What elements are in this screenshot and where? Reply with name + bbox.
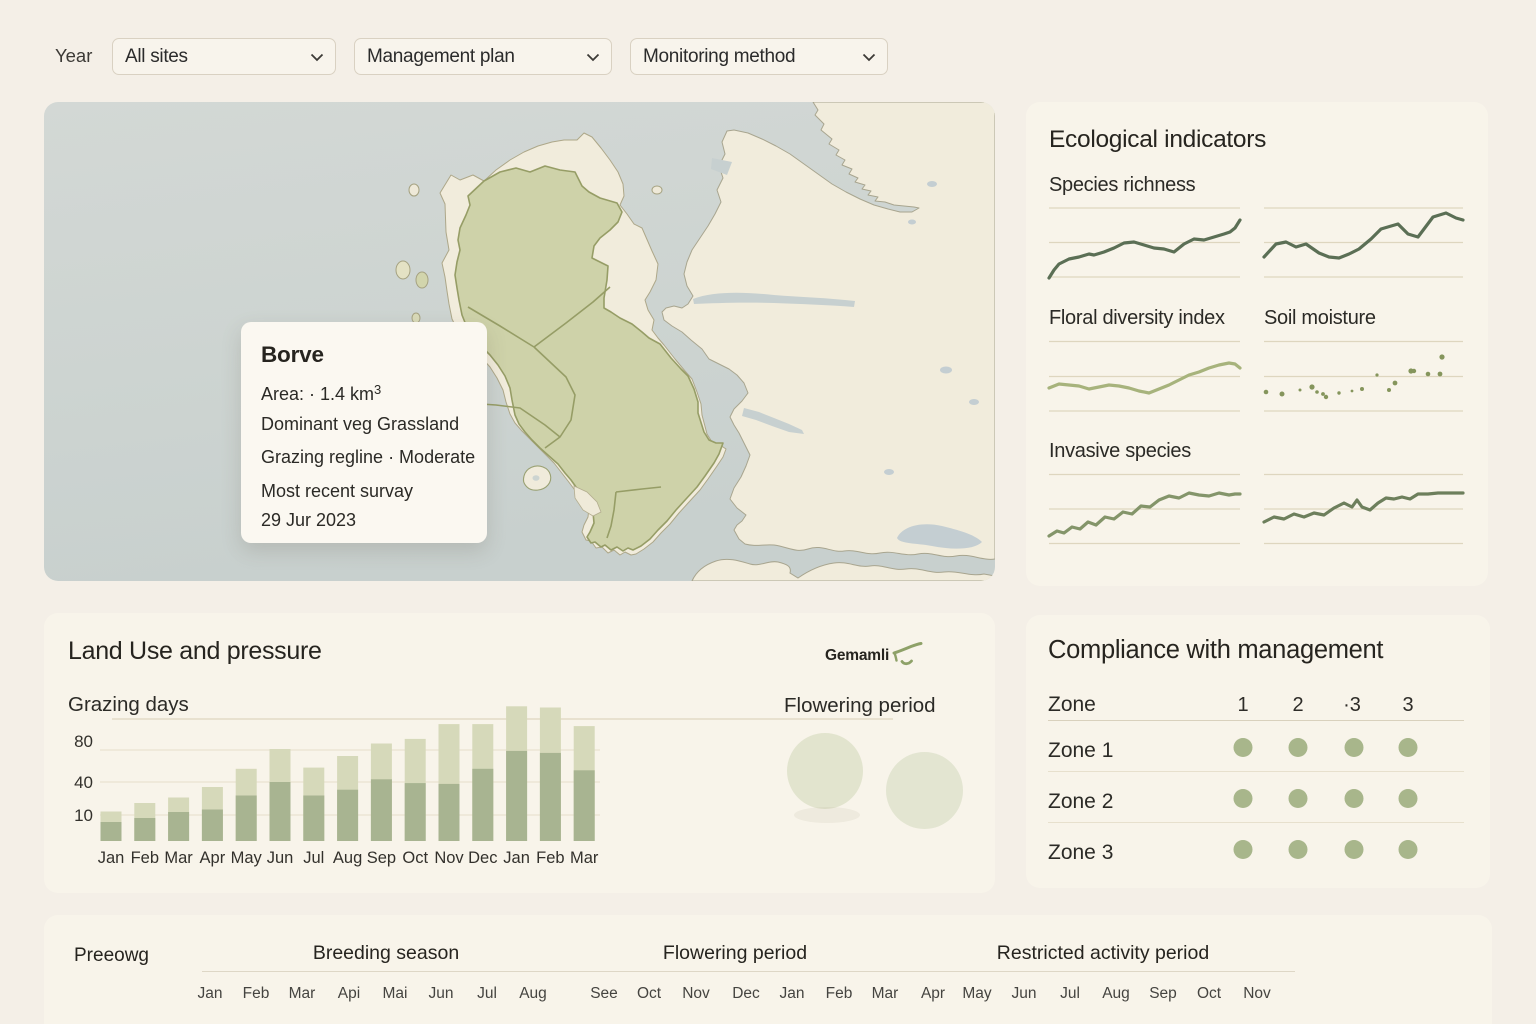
svg-text:Apr: Apr [200, 849, 226, 867]
svg-text:80: 80 [74, 732, 93, 751]
svg-text:Sep: Sep [367, 849, 396, 867]
svg-text:10: 10 [74, 806, 93, 825]
svg-text:Feb: Feb [131, 849, 159, 867]
svg-text:Oct: Oct [402, 849, 428, 867]
svg-text:Nov: Nov [434, 849, 464, 867]
svg-text:Mar: Mar [164, 849, 193, 867]
svg-text:40: 40 [74, 773, 93, 792]
svg-text:Jan: Jan [98, 849, 125, 867]
svg-text:Jul: Jul [303, 849, 324, 867]
svg-text:Feb: Feb [536, 849, 564, 867]
svg-text:Dec: Dec [468, 849, 497, 867]
svg-text:Jan: Jan [503, 849, 530, 867]
svg-text:Jun: Jun [267, 849, 294, 867]
svg-text:Mar: Mar [570, 849, 599, 867]
svg-text:May: May [231, 849, 263, 867]
svg-text:Aug: Aug [333, 849, 362, 867]
